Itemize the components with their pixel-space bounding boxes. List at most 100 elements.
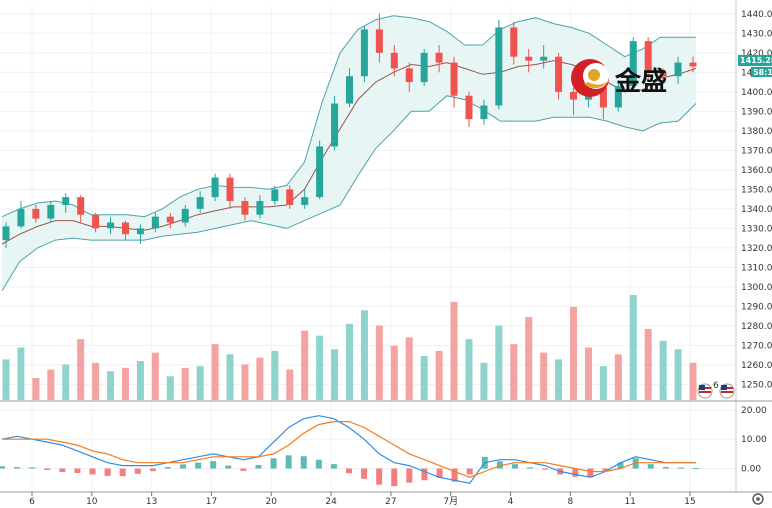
candle-body <box>166 216 174 223</box>
macd-histogram-bar <box>134 468 141 474</box>
macd-tick-label: 0.00 <box>741 465 761 475</box>
macd-histogram-bar <box>451 468 458 482</box>
logo-text: 金盛 <box>614 66 667 97</box>
macd-tick-label: 20.00 <box>741 406 767 416</box>
gear-icon[interactable] <box>752 493 764 505</box>
x-tick-label: 24 <box>325 497 337 507</box>
macd-histogram-bar <box>527 467 534 469</box>
candle-body <box>599 87 607 108</box>
candle-body <box>689 62 697 67</box>
price-tick-label: 1390.00 <box>741 107 772 117</box>
volume-bar <box>2 359 10 400</box>
x-tick-label: 15 <box>684 497 695 507</box>
price-tick-label: 1430.00 <box>741 29 772 39</box>
lower-band-line <box>1 95 697 292</box>
candle-body <box>510 27 518 57</box>
candle-body <box>525 56 533 61</box>
time-axis: 6 10 13 17 20 24 27 7月 4 8 11 15 <box>29 492 696 507</box>
volume-bar <box>151 352 159 400</box>
candle-body <box>614 85 622 108</box>
volume-bar <box>495 325 503 400</box>
volume-bar <box>584 347 592 400</box>
macd-histogram-bar <box>376 468 383 485</box>
volume-bar <box>435 350 443 400</box>
macd-histogram-bar <box>602 468 609 472</box>
macd-histogram-bar <box>74 468 81 473</box>
volume-bar <box>659 340 667 400</box>
candle-body <box>32 208 40 219</box>
bollinger-bands <box>1 15 697 292</box>
candle-body <box>629 41 637 86</box>
volume-bar <box>525 317 533 400</box>
candle-body <box>465 95 473 120</box>
volume-bar <box>226 354 234 400</box>
macd-histogram-bar <box>300 456 307 469</box>
price-tick-label: 1400.00 <box>741 88 772 98</box>
macd-histogram-bar <box>346 468 352 474</box>
volume-bar <box>121 367 129 400</box>
price-tick-label: 1440.00 <box>741 10 772 20</box>
price-tick-label: 1250.00 <box>741 380 772 390</box>
volume-bar <box>316 335 324 400</box>
macd-histogram-bar <box>511 464 518 469</box>
macd-histogram-bar <box>225 465 232 469</box>
price-tick-label: 1310.00 <box>741 263 772 273</box>
candle-body <box>196 197 204 209</box>
price-tick-label: 1420.00 <box>741 49 772 59</box>
volume-bar <box>196 366 204 400</box>
candle-body <box>2 226 10 241</box>
candle-body <box>435 52 443 63</box>
countdown-label: 58:14 <box>753 68 772 77</box>
volume-bar <box>301 330 309 400</box>
macd-pane <box>0 415 699 487</box>
macd-line <box>1 415 696 484</box>
candle-body <box>181 208 189 223</box>
macd-histogram-bar <box>693 467 699 469</box>
macd-histogram-bar <box>391 468 398 487</box>
volume-bars <box>2 295 697 400</box>
candle-body <box>62 197 70 205</box>
macd-histogram-bar <box>195 462 202 469</box>
candle-body <box>286 189 294 205</box>
macd-histogram-bar <box>361 468 368 479</box>
candle-body <box>346 76 353 104</box>
candle-body <box>271 189 279 202</box>
candle-body <box>659 72 667 77</box>
signal-line <box>2 421 696 478</box>
price-tick-label: 1320.00 <box>741 244 772 254</box>
candle-body <box>331 103 339 147</box>
volume-bar <box>570 306 578 400</box>
macd-axis: 20.00 10.00 0.00 <box>741 406 767 475</box>
macd-histogram-bar <box>632 458 639 469</box>
candle-body <box>570 91 578 100</box>
macd-histogram-bar <box>330 464 337 469</box>
macd-histogram-bar <box>315 459 322 469</box>
volume-bar <box>375 325 383 400</box>
macd-histogram-bar <box>180 464 187 469</box>
macd-histogram-bar <box>44 468 51 470</box>
volume-bar <box>510 344 518 400</box>
volume-bar <box>181 367 189 400</box>
volume-bar <box>346 323 353 400</box>
event-badge-1[interactable] <box>697 383 713 399</box>
volume-bar <box>271 350 279 400</box>
candle-body <box>47 204 55 219</box>
candle-body <box>450 62 458 96</box>
volume-bar <box>405 337 413 400</box>
candle-body <box>420 52 428 83</box>
band-fill <box>2 15 696 291</box>
candle-body <box>17 208 25 227</box>
x-tick-label: 6 <box>29 497 35 507</box>
x-tick-label: 17 <box>206 497 217 507</box>
macd-histogram-bar <box>677 467 684 469</box>
macd-histogram-bar <box>14 467 21 469</box>
macd-histogram-bar <box>210 461 217 469</box>
volume-bar <box>450 301 458 400</box>
event-badge-2[interactable] <box>719 383 735 399</box>
macd-histogram-bar <box>240 468 247 471</box>
last-price-label: 1415.28 <box>740 56 772 65</box>
golden-swirl-logo-icon <box>571 59 610 97</box>
macd-histogram-bar <box>647 464 654 469</box>
macd-histogram-bar <box>466 468 473 475</box>
volume-bar <box>47 369 55 400</box>
